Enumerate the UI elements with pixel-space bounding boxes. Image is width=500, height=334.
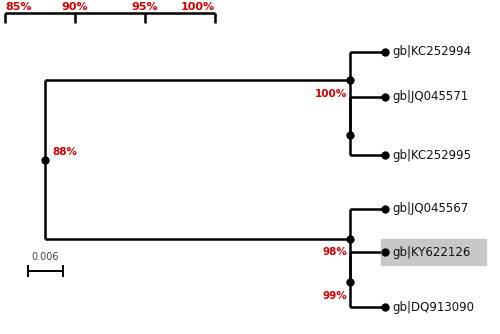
Text: 98%: 98%	[322, 247, 347, 257]
Text: gb|DQ913090: gb|DQ913090	[392, 301, 474, 314]
Text: 95%: 95%	[132, 2, 158, 12]
Text: 100%: 100%	[181, 2, 215, 12]
Text: 90%: 90%	[62, 2, 88, 12]
Text: gb|KY622126: gb|KY622126	[392, 246, 471, 259]
FancyBboxPatch shape	[381, 239, 486, 265]
Text: gb|KC252995: gb|KC252995	[392, 149, 471, 162]
Text: 0.006: 0.006	[31, 252, 59, 262]
Text: gb|JQ045571: gb|JQ045571	[392, 91, 469, 103]
Text: gb|JQ045567: gb|JQ045567	[392, 202, 469, 215]
Text: 88%: 88%	[52, 147, 78, 157]
Text: 99%: 99%	[323, 291, 347, 301]
Text: gb|KC252994: gb|KC252994	[392, 45, 471, 58]
Text: 100%: 100%	[316, 89, 348, 99]
Text: 85%: 85%	[5, 2, 32, 12]
